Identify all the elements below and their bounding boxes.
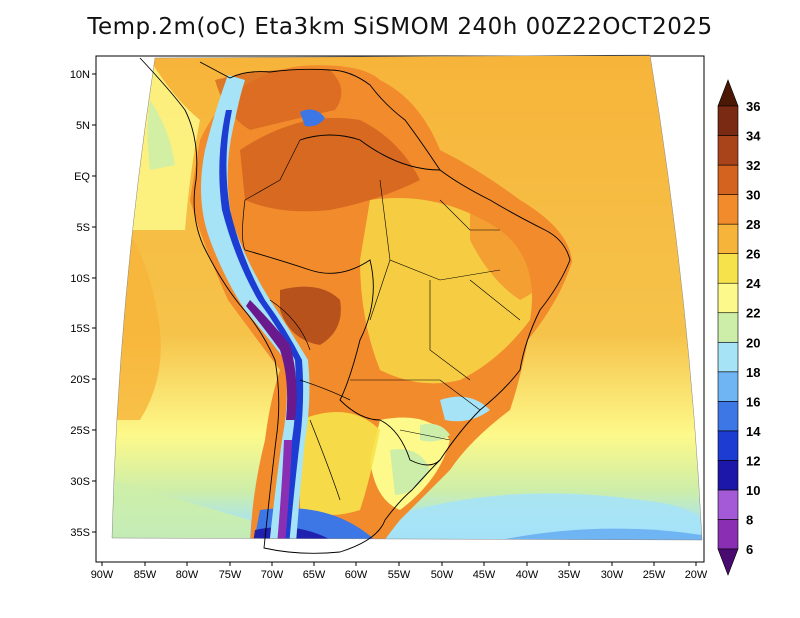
lon-label-20w: 20W — [685, 569, 708, 581]
colorbar-label: 36 — [746, 99, 760, 114]
south-atlantic-colder — [500, 528, 702, 540]
colorbar-label: 12 — [746, 453, 760, 468]
lat-label-5s: 5S — [77, 222, 90, 234]
colorbar-swatch — [717, 430, 739, 461]
lat-label-5n: 5N — [76, 120, 90, 132]
south-atlantic-cold — [380, 493, 702, 540]
lon-label-90w: 90W — [91, 569, 114, 581]
northeast-warm-zone — [470, 200, 560, 300]
lon-label-60w: 60W — [345, 569, 368, 581]
amazon-hot-zone — [240, 118, 420, 212]
colorbar-label: 18 — [746, 365, 760, 380]
guiana-highland-cool — [300, 109, 325, 127]
lat-label-eq: EQ — [74, 171, 90, 183]
lon-label-80w: 80W — [176, 569, 199, 581]
lon-label-25w: 25W — [643, 569, 666, 581]
lon-label-50w: 50W — [431, 569, 454, 581]
colorbar-label: 34 — [746, 129, 761, 144]
colorbar-label: 8 — [746, 512, 753, 527]
colorbar-swatch — [717, 253, 739, 284]
colorbar-swatch — [717, 489, 739, 520]
andes-cold-core — [219, 110, 304, 540]
lon-label-30w: 30W — [601, 569, 624, 581]
lon-label-70w: 70W — [261, 569, 284, 581]
colorbar-swatch — [717, 312, 739, 343]
lon-label-45w: 45W — [473, 569, 496, 581]
colorbar-swatch — [717, 460, 739, 491]
domain-outline — [111, 54, 703, 541]
lon-label-85w: 85W — [134, 569, 157, 581]
colorbar-swatch — [717, 282, 739, 314]
colorbar-swatch — [717, 401, 739, 432]
state-borders — [244, 139, 521, 441]
colorbar-swatch — [717, 223, 739, 254]
lon-label-40w: 40W — [516, 569, 539, 581]
lat-label-20s: 20S — [70, 374, 90, 386]
argentina-zone — [300, 412, 380, 515]
colorbar-label: 24 — [746, 276, 761, 291]
colorbar-swatch — [717, 519, 739, 550]
map-title: Temp.2m(oC) Eta3km SiSMOM 240h 00Z22OCT2… — [87, 14, 713, 40]
lat-label-15s: 15S — [70, 323, 90, 335]
lon-label-75w: 75W — [219, 569, 242, 581]
colorbar-label: 26 — [746, 247, 760, 262]
lon-label-35w: 35W — [558, 569, 581, 581]
colorbar-label: 32 — [746, 158, 760, 173]
serra-do-mar-cool — [420, 423, 450, 442]
lat-label-25s: 25S — [70, 425, 90, 437]
colorbar-swatch — [717, 194, 739, 225]
andes-south-coldest — [276, 440, 292, 540]
altiplano-coldest — [246, 300, 297, 420]
colorbar-label: 6 — [746, 542, 753, 557]
colorbar-swatch — [717, 341, 739, 373]
colorbar-label: 14 — [746, 424, 761, 439]
colorbar-label: 20 — [746, 335, 760, 350]
lat-label-10n: 10N — [70, 69, 90, 81]
colorbar-swatch — [717, 135, 739, 166]
colorbar-max-arrow — [717, 79, 739, 107]
mantiqueira-cool — [440, 396, 490, 422]
lon-label-65w: 65W — [303, 569, 326, 581]
coastline — [139, 57, 571, 554]
colorbar-label: 22 — [746, 306, 760, 321]
country-borders — [242, 199, 351, 501]
boundaries — [139, 57, 571, 554]
colorbar-label: 10 — [746, 483, 760, 498]
lon-label-55w: 55W — [388, 569, 411, 581]
south-pacific-cool — [112, 480, 250, 540]
map-frame — [95, 55, 705, 563]
colorbar-swatch — [717, 164, 739, 195]
colorbar: 6 8 10 12 14 16 18 20 22 24 26 28 30 32 34 36 — [717, 79, 761, 576]
central-hot-zone — [280, 286, 341, 345]
colorbar-label: 30 — [746, 188, 760, 203]
colorbar-swatch — [717, 371, 739, 402]
colorbar-swatch — [717, 105, 739, 136]
colorbar-label: 16 — [746, 394, 760, 409]
lat-label-35s: 35S — [70, 527, 90, 539]
lat-label-30s: 30S — [70, 476, 90, 488]
colorbar-label: 28 — [746, 217, 760, 232]
brazil-border — [244, 134, 441, 466]
colorbar-min-arrow — [717, 548, 739, 576]
latitude-axis: 10N 5N EQ 5S 10S 15S 20S 25S 30S 35S — [70, 69, 96, 539]
southern-brazil-cool — [390, 449, 430, 495]
pacific-cool-patch — [147, 100, 175, 170]
longitude-axis: 90W 85W 80W 75W 70W 65W 60W 55W 50W 45W … — [91, 562, 708, 581]
lat-label-10s: 10S — [70, 273, 90, 285]
temperature-field — [112, 56, 702, 540]
